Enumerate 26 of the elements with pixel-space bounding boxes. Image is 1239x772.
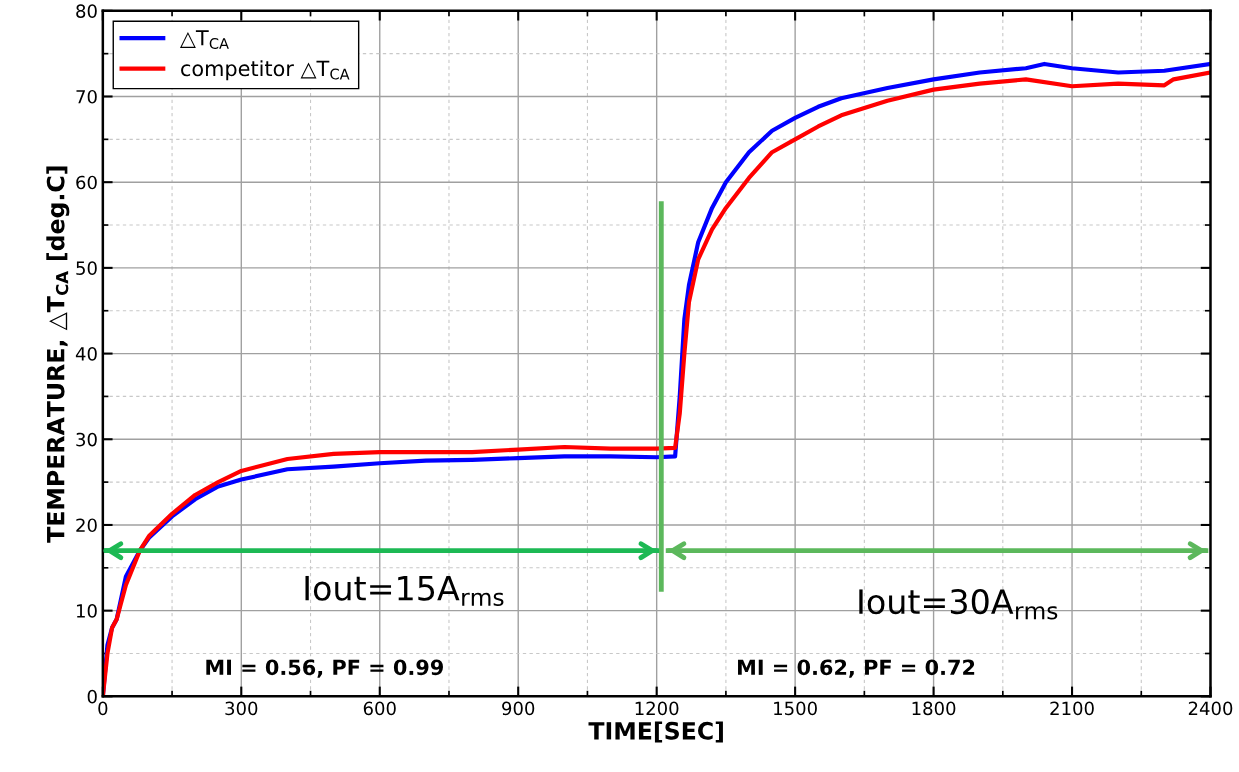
y-tick-label: 40 <box>75 347 97 361</box>
y-tick-label: 70 <box>76 89 97 104</box>
annotation: Iout=30A$_{rms}$ <box>859 589 1058 620</box>
x-tick-label: 900 <box>502 701 535 716</box>
y-axis-title: TEMPERATURE, △T$_{CA}$ [deg.C] <box>46 166 70 543</box>
x-tick-label: 1200 <box>635 701 679 716</box>
x-tick-label: 2400 <box>1188 701 1233 716</box>
y-tick-label: 30 <box>76 432 97 447</box>
y-tick-label: 60 <box>76 175 97 190</box>
x-tick-label: 1500 <box>774 701 817 716</box>
y-tick-label: 10 <box>76 604 97 618</box>
x-axis-title: TIME[SEC] <box>588 721 723 743</box>
x-tick-label: 300 <box>225 701 258 716</box>
y-tick-label: 50 <box>76 261 97 275</box>
y-tick-label: 20 <box>76 518 97 533</box>
legend-label: competitor △T$_{CA}$ <box>181 60 350 81</box>
annotation: Iout=15A$_{rms}$ <box>305 575 504 607</box>
y-tick-label: 80 <box>76 4 97 18</box>
x-tick-label: 1800 <box>912 701 956 716</box>
y-tick-label: 0 <box>87 689 97 704</box>
x-tick-label: 600 <box>363 701 396 716</box>
annotation: MI = 0.62, PF = 0.72 <box>738 659 975 678</box>
x-tick-label: 2100 <box>1050 701 1094 716</box>
legend-label: △T$_{CA}$ <box>179 30 229 49</box>
x-tick-label: 0 <box>98 701 108 716</box>
annotation: MI = 0.56, PF = 0.99 <box>206 659 443 678</box>
